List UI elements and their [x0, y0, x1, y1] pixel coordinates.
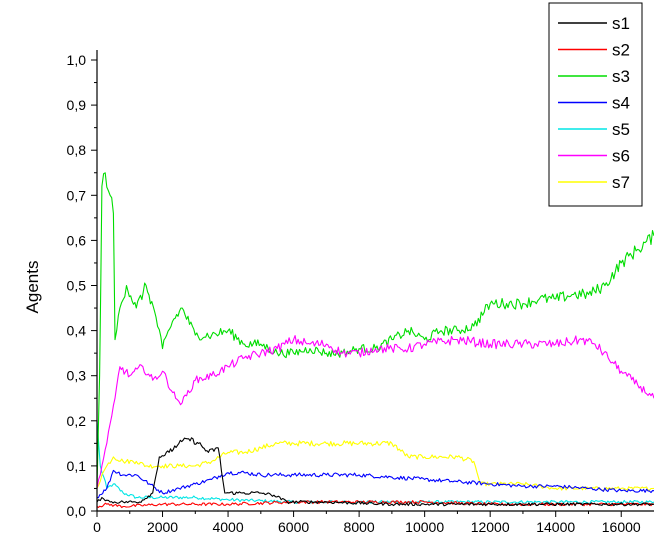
series-layer: [96, 172, 654, 509]
legend-label-s4: s4: [612, 94, 630, 113]
y-tick-label: 0,6: [67, 232, 87, 248]
x-tick-label: 0: [93, 519, 101, 535]
legend-label-s1: s1: [612, 14, 630, 33]
series-line-s3: [96, 172, 654, 489]
series-line-s5: [96, 420, 654, 505]
legend-box: [548, 2, 643, 207]
y-tick-label: 0,4: [67, 323, 87, 339]
y-tick-label: 0,9: [67, 97, 87, 113]
legend-label-s5: s5: [612, 120, 630, 139]
series-line-s6: [96, 335, 654, 489]
x-tick-label: 2000: [147, 519, 178, 535]
y-tick-label: 1,0: [67, 52, 87, 68]
y-tick-label: 0,7: [67, 187, 87, 203]
x-tick-label: 16000: [602, 519, 641, 535]
x-tick-label: 4000: [212, 519, 243, 535]
y-tick-label: 0,3: [67, 368, 87, 384]
y-tick-label: 0,2: [67, 413, 87, 429]
series-line-s4: [96, 469, 654, 499]
series-line-s1: [96, 437, 654, 507]
legend-label-s7: s7: [612, 173, 630, 192]
legend: s1 s2 s3 s4 s5 s6 s7: [548, 2, 643, 207]
legend-label-s3: s3: [612, 67, 630, 86]
x-tick-label: 10000: [405, 519, 444, 535]
y-tick-label: 0,8: [67, 142, 87, 158]
y-tick-label: 0,1: [67, 458, 87, 474]
x-tick-label: 14000: [536, 519, 575, 535]
x-tick-label: 12000: [471, 519, 510, 535]
x-tick-label: 8000: [344, 519, 375, 535]
y-axis-title: Agents: [23, 261, 42, 314]
y-tick-label: 0,0: [67, 503, 87, 519]
legend-label-s2: s2: [612, 41, 630, 60]
series-line-s7: [96, 440, 654, 491]
legend-label-s6: s6: [612, 147, 630, 166]
y-tick-label: 0,5: [67, 278, 87, 294]
axes-layer: 0 2000 4000 6000 8000 10000 12000 14000 16000 0,0…: [67, 50, 654, 535]
x-tick-label: 6000: [278, 519, 309, 535]
